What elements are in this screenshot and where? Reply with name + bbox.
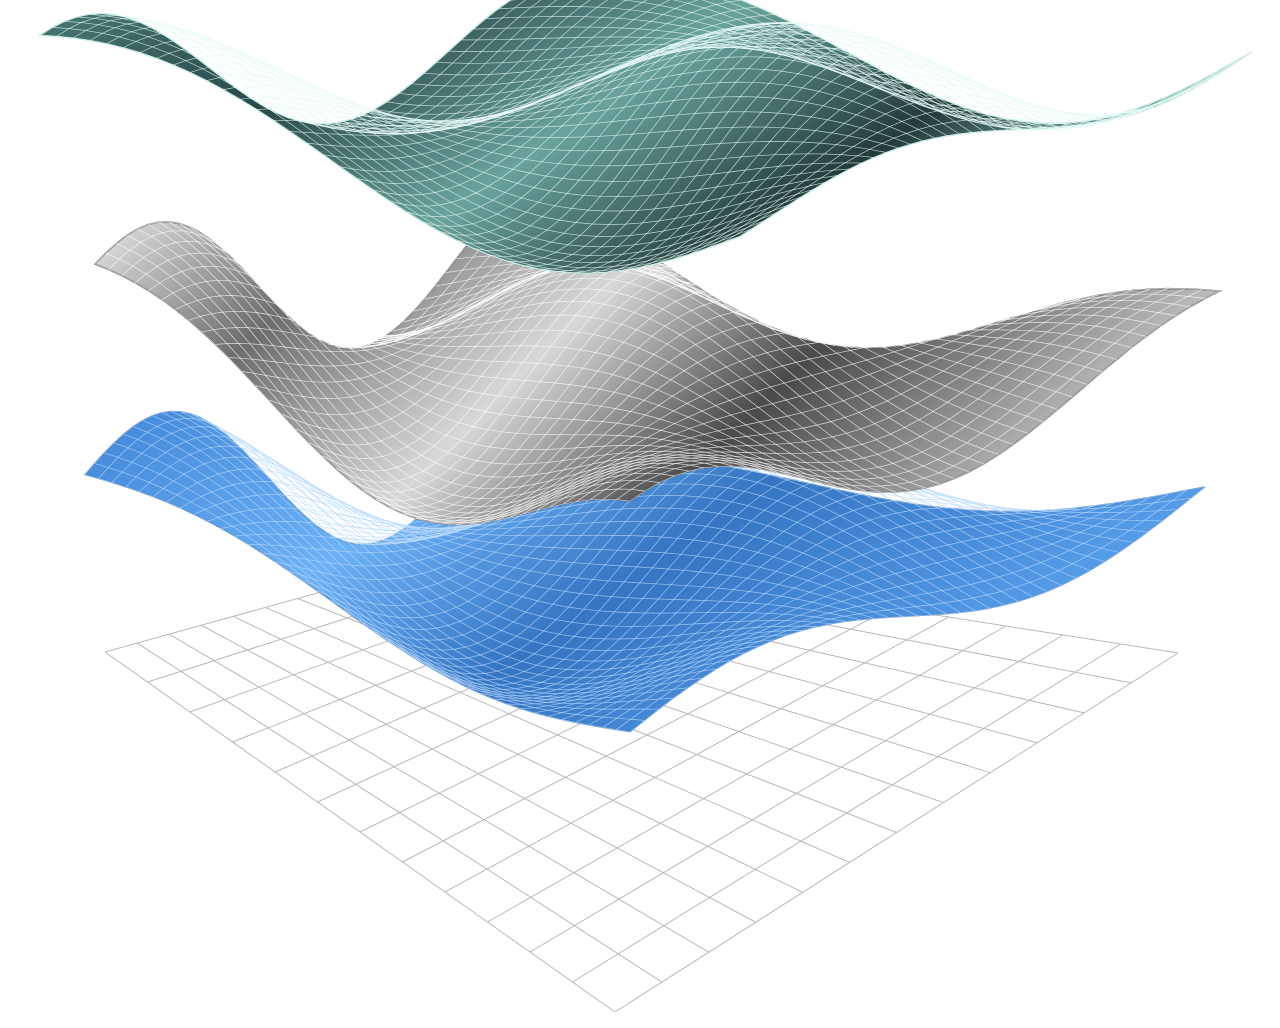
bottom-surface-mesh-line (561, 502, 1114, 720)
middle-surface-mesh-line (442, 319, 976, 525)
middle-surface-mesh-line (242, 262, 713, 383)
top-surface-mesh (39, 0, 1253, 274)
middle-surface-mesh-line (362, 265, 871, 501)
bottom-surface-layer (83, 410, 1206, 733)
bottom-surface-mesh-line (575, 500, 1132, 723)
top-surface-mesh-line (156, 0, 627, 133)
top-surface-mesh-line (373, 40, 890, 196)
top-surface-mesh-line (106, 0, 574, 134)
top-surface-mesh-line (456, 24, 972, 244)
bottom-surface-mesh (84, 411, 1206, 733)
middle-surface-mesh-line (295, 253, 783, 446)
bottom-surface-mesh-line (507, 498, 1040, 705)
middle-surface-mesh-line (375, 271, 888, 508)
middle-surface-mesh-line (335, 256, 836, 483)
bottom-surface-mesh-line (493, 489, 1022, 702)
middle-surface-mesh-line (562, 290, 1133, 505)
bottom-surface-mesh-line (548, 505, 1095, 717)
middle-surface-mesh-line (509, 302, 1063, 518)
floor-grid-line (614, 652, 1179, 1013)
top-surface-mesh-line (173, 0, 648, 131)
top-surface-mesh-line (623, 56, 1137, 271)
top-surface-mesh-line (139, 0, 609, 134)
middle-surface-mesh-line (536, 294, 1098, 511)
top-surface-mesh-line (323, 46, 841, 160)
top-surface-mesh-line (56, 0, 527, 128)
top-surface-mesh-line (556, 30, 1071, 272)
top-surface-mesh-line (639, 65, 1154, 268)
top-surface-mesh-line (123, 0, 591, 135)
middle-surface-mesh-line (549, 292, 1116, 508)
top-surface-mesh-line (389, 36, 907, 207)
middle-surface-mesh-line (134, 208, 573, 344)
middle-surface-mesh-line (522, 298, 1081, 515)
middle-surface-mesh-line (603, 288, 1186, 500)
middle-surface-mesh-line (322, 254, 818, 472)
top-surface-mesh-line (539, 27, 1055, 270)
bottom-surface-mesh-line (520, 507, 1059, 710)
middle-surface-mesh-line (616, 289, 1203, 500)
floor-grid-line (529, 634, 1064, 953)
middle-surface-mesh-line (629, 290, 1221, 502)
middle-surface-mesh-line (108, 194, 538, 348)
bottom-surface-mesh-line (98, 418, 489, 545)
middle-surface-mesh-line (429, 308, 958, 523)
top-surface-mesh-line (689, 78, 1203, 255)
top-surface-mesh-line (573, 35, 1088, 274)
top-surface-mesh-line (706, 70, 1220, 249)
bottom-surface-mesh-line (84, 411, 471, 545)
top-surface-mesh-line (739, 51, 1253, 237)
top-surface-mesh-line (506, 22, 1022, 263)
bottom-surface-mesh-line (588, 496, 1151, 726)
middle-surface-mesh-line (389, 279, 906, 514)
middle-surface-mesh-line (589, 288, 1168, 501)
bottom-surface-mesh-line (616, 490, 1187, 730)
middle-surface-mesh-line (308, 253, 801, 459)
middle-surface-mesh-line (576, 288, 1151, 502)
middle-surface-mesh-line (496, 307, 1046, 521)
top-surface-mesh-line (89, 0, 558, 133)
top-surface-mesh-line (656, 74, 1170, 264)
top-surface-mesh-line (39, 0, 512, 125)
middle-surface-mesh-line (94, 188, 521, 349)
top-surface-mesh-line (473, 22, 989, 251)
middle-surface-mesh-line (482, 312, 1028, 523)
middle-surface-mesh-line (121, 200, 556, 347)
top-surface-mesh-line (723, 60, 1236, 243)
bottom-surface-mesh-line (602, 493, 1169, 728)
middle-surface-mesh-line (268, 257, 748, 416)
middle-surface-mesh-line (415, 298, 941, 521)
floor-grid-line (572, 643, 1121, 983)
top-surface-mesh-line (406, 32, 923, 217)
middle-surface-mesh-line (456, 323, 993, 525)
top-surface-layer (38, 0, 1253, 274)
top-surface-fill (38, 0, 1253, 274)
middle-surface-mesh-line (469, 317, 1011, 525)
top-surface-mesh-line (606, 48, 1121, 273)
top-surface-mesh-line (523, 24, 1038, 267)
top-surface-mesh-line (423, 29, 940, 227)
top-surface-mesh-line (589, 41, 1104, 274)
bottom-surface-mesh-line (534, 507, 1077, 714)
top-surface-mesh-line (489, 22, 1005, 258)
top-surface-mesh-line (439, 26, 956, 236)
middle-surface-mesh-line (255, 260, 731, 399)
middle-surface-mesh-line (348, 260, 853, 493)
bottom-surface-mesh-line (629, 486, 1206, 733)
